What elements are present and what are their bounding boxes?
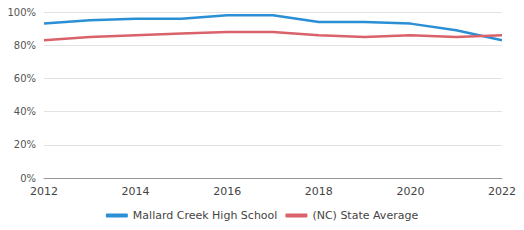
svg-text:2022: 2022 (488, 185, 516, 198)
svg-text:80%: 80% (14, 40, 36, 51)
svg-text:2020: 2020 (396, 185, 424, 198)
svg-text:100%: 100% (7, 7, 36, 18)
svg-text:Mallard Creek High School: Mallard Creek High School (133, 209, 278, 222)
svg-text:2012: 2012 (30, 185, 58, 198)
svg-text:2014: 2014 (122, 185, 150, 198)
svg-text:40%: 40% (14, 106, 36, 117)
svg-text:(NC) State Average: (NC) State Average (312, 209, 418, 222)
svg-text:20%: 20% (14, 139, 36, 150)
svg-text:2016: 2016 (213, 185, 241, 198)
svg-text:60%: 60% (14, 73, 36, 84)
svg-text:0%: 0% (20, 173, 36, 184)
svg-text:2018: 2018 (305, 185, 333, 198)
